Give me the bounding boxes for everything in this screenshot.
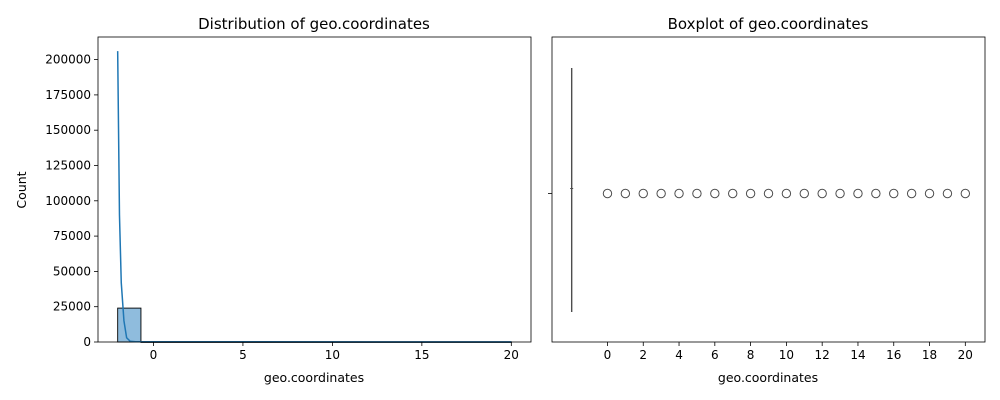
boxplot-title: Boxplot of geo.coordinates [668, 15, 869, 33]
boxplot-x-tick-label: 6 [711, 348, 719, 362]
boxplot-x-tick-label: 20 [958, 348, 973, 362]
outlier-point-11 [799, 188, 809, 199]
boxplot-x-tick-label: 12 [815, 348, 830, 362]
outlier-point-8 [745, 188, 756, 199]
boxplot-frame [551, 36, 986, 343]
outlier-point-7 [728, 188, 738, 199]
histogram-x-tick-label: 0 [150, 348, 158, 362]
outlier-point-13 [835, 188, 845, 199]
histogram-y-tick-label: 175000 [45, 88, 91, 102]
boxplot-x-tick-label: 14 [850, 348, 865, 362]
histogram-bar-0 [117, 307, 142, 343]
outlier-point-12 [817, 188, 827, 199]
histogram-plot-area: 0 5 10 15 20 0 25000 50000 75000 100000 125000 1500… [45, 51, 519, 362]
boxplot-x-tick-label: 2 [639, 348, 647, 362]
outlier-point-20 [960, 188, 971, 199]
boxplot-x-tick-label: 4 [675, 348, 683, 362]
outlier-point-2 [638, 188, 648, 199]
outlier-point-6 [710, 188, 720, 199]
boxplot-x-tick-label: 18 [922, 348, 937, 362]
outlier-point-10 [781, 188, 792, 199]
boxplot-x-tick-label: 0 [604, 348, 612, 362]
outlier-point-18 [924, 188, 935, 199]
outlier-point-16 [889, 188, 899, 199]
boxplot-x-tick-label: 10 [779, 348, 794, 362]
outlier-point-9 [763, 188, 774, 199]
histogram-y-tick-label: 100000 [45, 194, 91, 208]
outlier-point-19 [942, 188, 953, 199]
outlier-point-1 [620, 188, 631, 199]
histogram-y-tick-label: 200000 [45, 53, 91, 67]
histogram-x-tick-label: 10 [325, 348, 340, 362]
histogram-y-axis-label: Count [14, 171, 29, 208]
kde-line [116, 51, 512, 343]
histogram-x-axis-label: geo.coordinates [264, 370, 364, 385]
outlier-point-17 [906, 188, 917, 199]
outlier-point-14 [853, 188, 863, 199]
boxplot-x-tick-label: 16 [886, 348, 901, 362]
histogram-y-tick-label: 75000 [53, 229, 91, 243]
histogram-title: Distribution of geo.coordinates [198, 15, 430, 33]
histogram-x-tick-label: 20 [504, 348, 519, 362]
outlier-point-0 [602, 188, 613, 199]
boxplot-x-axis-label: geo.coordinates [718, 370, 818, 385]
boxplot-panel: Boxplot of geo.coordinates 0 2 4 6 8 10 12 14 16… [548, 15, 986, 385]
boxplot-x-tick-label: 8 [747, 348, 755, 362]
histogram-y-tick-label: 50000 [53, 264, 91, 278]
histogram-y-tick-label: 0 [83, 335, 91, 349]
histogram-frame [97, 36, 532, 343]
histogram-panel: Distribution of geo.coordinates 0 5 10 15 20… [14, 15, 532, 385]
histogram-y-tick-label: 150000 [45, 123, 91, 137]
outlier-point-4 [674, 188, 684, 199]
boxplot-plot-area: 0 2 4 6 8 10 12 14 16 18 20 [548, 68, 973, 362]
outlier-point-5 [692, 188, 702, 199]
histogram-y-tick-label: 125000 [45, 158, 91, 172]
outlier-point-3 [656, 188, 666, 199]
histogram-x-tick-label: 15 [414, 348, 429, 362]
histogram-x-tick-label: 5 [239, 348, 247, 362]
histogram-y-tick-label: 25000 [53, 300, 91, 314]
outlier-point-15 [871, 188, 881, 199]
